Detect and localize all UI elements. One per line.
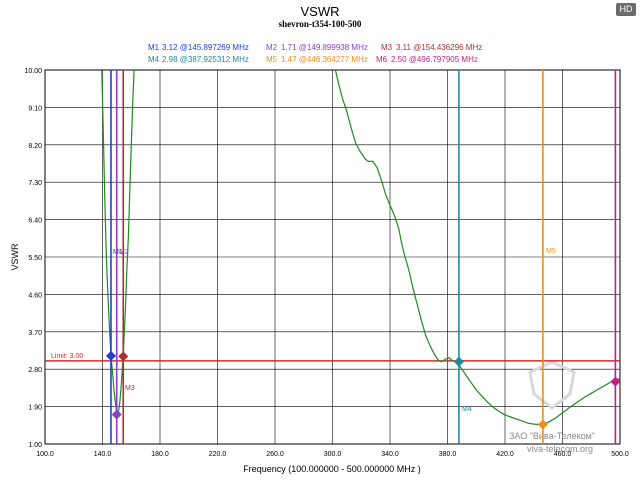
limit-line-group: Limit: 3.00 (45, 353, 620, 362)
x-tick-label: 340.0 (381, 451, 399, 458)
x-tick-label: 300.0 (324, 451, 342, 458)
marker-label-m1: M1 (113, 249, 123, 256)
marker-label-m3: M3 (125, 385, 135, 392)
x-tick-label: 500.0 (611, 451, 629, 458)
marker-label-m5: M5 (546, 248, 556, 255)
y-tick-label: 1.00 (28, 442, 42, 449)
grid (45, 70, 620, 444)
shield-icon (528, 360, 576, 410)
y-tick-label: 10.00 (24, 68, 42, 75)
x-tick-label: 180.0 (151, 451, 169, 458)
legend-m1-id: M1 (148, 43, 160, 52)
x-tick-label: 100.0 (36, 451, 54, 458)
legend-m4-id: M4 (148, 55, 160, 64)
y-tick-label: 8.20 (28, 143, 42, 150)
limit-label: Limit: 3.00 (51, 353, 83, 360)
hd-badge[interactable]: HD (616, 3, 636, 16)
legend-m6-value: 2.50 @496.797905 MHz (391, 55, 478, 64)
y-tick-label: 2.80 (28, 367, 42, 374)
x-tick-label: 380.0 (439, 451, 457, 458)
legend-m5-id: M5 (266, 55, 278, 64)
watermark-site: viva-telecom.org (527, 444, 593, 454)
y-tick-label: 3.70 (28, 330, 42, 337)
y-tick-label: 9.10 (28, 105, 42, 112)
vswr-trace (334, 69, 621, 426)
markers: M1M2M3M4M5 (105, 70, 621, 444)
x-tick-label: 420.0 (496, 451, 514, 458)
chart-title: VSWR (301, 4, 340, 19)
y-axis-label: VSWR (10, 243, 20, 271)
x-tick-label: 260.0 (266, 451, 284, 458)
x-tick-label: 220.0 (209, 451, 227, 458)
watermark: ЗАО "Вива-Телеком" viva-telecom.org (509, 360, 595, 454)
marker-diamond-m5 (537, 419, 548, 430)
axis-ticks: 100.0 140.0 180.0 220.0 260.0 300.0 340.0 380.0… (24, 68, 628, 458)
marker-label-m4: M4 (462, 406, 472, 413)
legend-m2-id: M2 (266, 43, 278, 52)
x-tick-label: 460.0 (554, 451, 572, 458)
marker-diamond-m6 (610, 376, 621, 387)
marker-diamond-m2 (111, 409, 122, 420)
y-tick-label: 6.40 (28, 218, 42, 225)
watermark-company: ЗАО "Вива-Телеком" (509, 431, 595, 441)
marker-diamond-m4 (453, 356, 464, 367)
y-tick-label: 1.90 (28, 405, 42, 412)
y-tick-label: 7.30 (28, 180, 42, 187)
x-axis-label: Frequency (100.000000 - 500.000000 MHz ) (243, 464, 421, 474)
y-tick-label: 5.50 (28, 255, 42, 262)
legend-m3-value: 3.11 @154.436296 MHz (396, 43, 482, 52)
marker-diamond-m3 (118, 351, 129, 362)
legend-m5-value: 1.47 @446.364277 MHz (281, 55, 368, 64)
x-tick-label: 140.0 (94, 451, 112, 458)
legend-m3-id: M3 (381, 43, 393, 52)
chart-subtitle: shevron-t354-100-500 (279, 19, 362, 29)
legend-m1-value: 3.12 @145.897269 MHz (162, 43, 249, 52)
legend-m2-value: 1.71 @149.899938 MHz (281, 43, 368, 52)
legend-m6-id: M6 (376, 55, 388, 64)
y-tick-label: 4.60 (28, 292, 42, 299)
marker-diamond-m1 (105, 350, 116, 361)
legend-m4-value: 2.98 @387.925312 MHz (162, 55, 249, 64)
